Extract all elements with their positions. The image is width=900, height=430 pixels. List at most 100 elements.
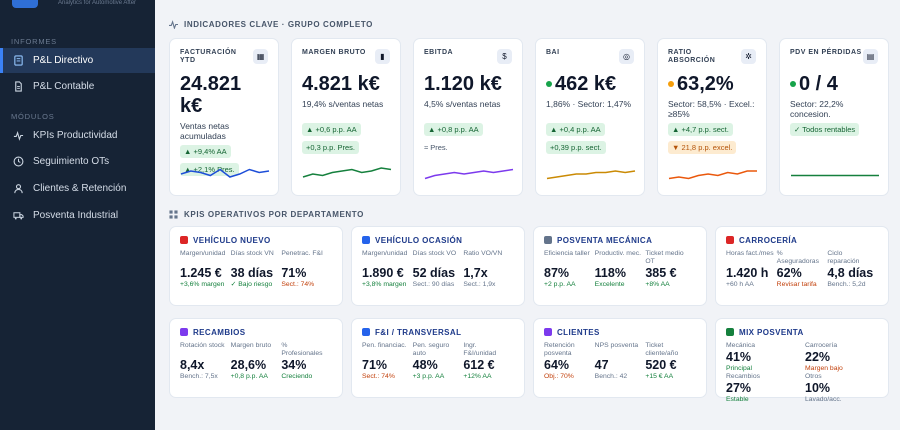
metric-value: 118% xyxy=(594,266,626,280)
metric: Ticket medio OT 385 € +8% AA xyxy=(645,250,696,289)
metric-note: ✓ Bajo riesgo xyxy=(230,281,273,288)
metric-label: Eficiencia taller xyxy=(544,250,590,257)
file-icon xyxy=(12,81,24,93)
metric-label: Retención posventa xyxy=(544,342,575,357)
dept-section-title: KPIS OPERATIVOS POR DEPARTAMENTO xyxy=(169,210,364,219)
kpi-card[interactable]: EBITDA $1.120 k€ 4,5% s/ventas netas ▲ +0,8… xyxy=(413,38,523,196)
status-dot xyxy=(546,81,552,87)
kpi-value-text: 24.821 k€ xyxy=(180,73,242,117)
dept-card[interactable]: MIX POSVENTA Mecánica 41% Principal Carrocer… xyxy=(715,318,889,403)
sidebar-item-label: P&L Directivo xyxy=(33,55,94,66)
kpi-card[interactable]: PDV EN PÉRDIDAS ▤ 0 / 4 Sector: 22,2% conce… xyxy=(779,38,889,196)
dept-card[interactable]: F&I / TRANSVERSAL Pen. financiac. 71% Sect.… xyxy=(351,318,525,398)
dept-card[interactable]: VEHÍCULO OCASIÓN Margen/unidad 1.890 € +3,8… xyxy=(351,226,525,306)
kpi-label: FACTURACIÓN YTD xyxy=(180,49,237,64)
metric-value: 1,7x xyxy=(463,266,488,280)
metric-value: 8,4x xyxy=(180,358,205,372)
metric-value: 71% xyxy=(362,358,388,372)
metric-value: 48% xyxy=(412,358,438,372)
kpi-label: BAI xyxy=(546,49,560,56)
metric-note: +60 h AA xyxy=(726,281,754,288)
dept-card[interactable]: CLIENTES Retención posventa 64% Obj.: 70% NP… xyxy=(533,318,707,398)
dept-card[interactable]: POSVENTA MECÁNICA Eficiencia taller 87% +2 … xyxy=(533,226,707,306)
kpi-delta-badge: ≈ Pres. xyxy=(424,143,448,152)
metric-value: 1.890 € xyxy=(362,266,404,280)
sidebar-item-label: Clientes & Retención xyxy=(33,183,127,194)
metric-label: Horas fact./mes xyxy=(726,250,774,257)
metric-label: % Profesionales xyxy=(281,342,323,357)
metric: Recambios 27% Estable xyxy=(726,373,799,404)
dept-title: MIX POSVENTA xyxy=(726,327,878,337)
kpi-subtitle: 4,5% s/ventas netas xyxy=(424,99,501,109)
metric: Ticket cliente/año 520 € +15 € AA xyxy=(645,342,696,381)
wrench-icon xyxy=(544,236,552,244)
metric: Ingr. F&I/unidad 612 € +12% AA xyxy=(463,342,514,381)
metric: Eficiencia taller 87% +2 p.p. AA xyxy=(544,250,595,289)
dept-title-text: RECAMBIOS xyxy=(193,327,246,337)
activity-icon xyxy=(12,130,24,142)
metric: Margen bruto 28,6% +0,8 p.p. AA xyxy=(231,342,282,381)
sparkline-line xyxy=(424,168,514,180)
car-icon xyxy=(180,236,188,244)
kpi-value-text: 1.120 k€ xyxy=(424,73,502,95)
dept-card[interactable]: RECAMBIOS Rotación stock 8,4x Bench.: 7,5x M… xyxy=(169,318,343,398)
metric-note: Sect.: 90 días xyxy=(412,281,455,288)
metric: NPS posventa 47 Bench.: 42 xyxy=(595,342,646,381)
metric-note: +0,8 p.p. AA xyxy=(230,373,268,380)
metric-note: +3,8% margen xyxy=(362,281,407,288)
metric: Productiv. mec. 118% Excelente xyxy=(595,250,646,289)
metric-value: 64% xyxy=(544,358,570,372)
dept-card[interactable]: VEHÍCULO NUEVO Margen/unidad 1.245 € +3,6% … xyxy=(169,226,343,306)
kpi-card[interactable]: RATIO ABSORCIÓN ✲ 63,2% Sector: 58,5% · Exc… xyxy=(657,38,767,196)
metric-note: Bench.: 7,5x xyxy=(180,373,218,380)
dept-title: CARROCERÍA xyxy=(726,235,878,245)
sidebar-item-seguimiento-ots[interactable]: Seguimiento OTs xyxy=(0,149,155,174)
metric-label: Margen/unidad xyxy=(362,250,408,257)
sparkline-line xyxy=(546,170,636,180)
metric-note: Sect.: 74% xyxy=(362,373,395,380)
metric-value: 385 € xyxy=(645,266,677,280)
sidebar-item-label: KPIs Productividad xyxy=(33,130,118,141)
dept-title: VEHÍCULO OCASIÓN xyxy=(362,235,514,245)
sidebar-item-clientes-retencion[interactable]: Clientes & Retención xyxy=(0,176,155,201)
metric-note: +3 p.p. AA xyxy=(412,373,445,380)
kpi-badge-icon: ✲ xyxy=(741,49,756,64)
metric-value: 87% xyxy=(544,266,570,280)
kpi-card[interactable]: FACTURACIÓN YTD ▦ 24.821 k€ Ventas netas ac… xyxy=(169,38,279,196)
sidebar-item-label: Seguimiento OTs xyxy=(33,156,110,167)
metric: Ratio VO/VN 1,7x Sect.: 1,9x xyxy=(463,250,514,289)
sidebar-item-posventa-industrial[interactable]: Posventa Industrial xyxy=(0,203,155,228)
kpi-card[interactable]: BAI ◎ 462 k€ 1,86% · Sector: 1,47% ▲ +0,4 p.… xyxy=(535,38,645,196)
kpi-value-text: 4.821 k€ xyxy=(302,73,380,95)
sidebar-item-label: P&L Contable xyxy=(33,81,95,92)
sparkline xyxy=(302,167,392,178)
dept-card[interactable]: CARROCERÍA Horas fact./mes 1.420 h +60 h AA… xyxy=(715,226,889,306)
metric-label: Mecánica xyxy=(726,342,756,349)
metric-note: Estable xyxy=(726,396,749,403)
kpi-delta-badge: ▲ +0,4 p.p. AA xyxy=(546,123,605,136)
nav-section-modulos: MÓDULOS xyxy=(11,112,55,121)
metric-value: 612 € xyxy=(463,358,495,372)
main-content: INDICADORES CLAVE · GRUPO COMPLETO FACTU… xyxy=(155,0,900,430)
activity-icon xyxy=(169,20,178,29)
metric-value: 28,6% xyxy=(230,358,267,372)
metric-label: % Aseguradoras xyxy=(776,250,819,265)
kpi-label: PDV EN PÉRDIDAS xyxy=(790,49,862,56)
chart-icon xyxy=(726,328,734,336)
nav-section-informes: INFORMES xyxy=(11,37,57,46)
metric-note: Margen bajo xyxy=(805,365,843,372)
kpi-value: 462 k€ xyxy=(546,73,634,95)
sparkline-line xyxy=(180,168,270,178)
sidebar-item-pl-directivo[interactable]: P&L Directivo xyxy=(0,48,155,73)
metric-note: +15 € AA xyxy=(645,373,674,380)
dept-title: VEHÍCULO NUEVO xyxy=(180,235,332,245)
kpi-card[interactable]: MARGEN BRUTO ▮ 4.821 k€ 19,4% s/ventas neta… xyxy=(291,38,401,196)
metric-label: Margen/unidad xyxy=(180,250,226,257)
sidebar-item-pl-contable[interactable]: P&L Contable xyxy=(0,74,155,99)
metric: Rotación stock 8,4x Bench.: 7,5x xyxy=(180,342,231,381)
metric: Días stock VN 38 días ✓ Bajo riesgo xyxy=(231,250,282,289)
kpi-delta-badge: ▲ +4,7 p.p. sect. xyxy=(668,123,733,136)
sidebar-item-kpis-productividad[interactable]: KPIs Productividad xyxy=(0,123,155,148)
metric: Margen/unidad 1.890 € +3,8% margen xyxy=(362,250,413,289)
metric-label: Penetrac. F&I xyxy=(281,250,323,257)
